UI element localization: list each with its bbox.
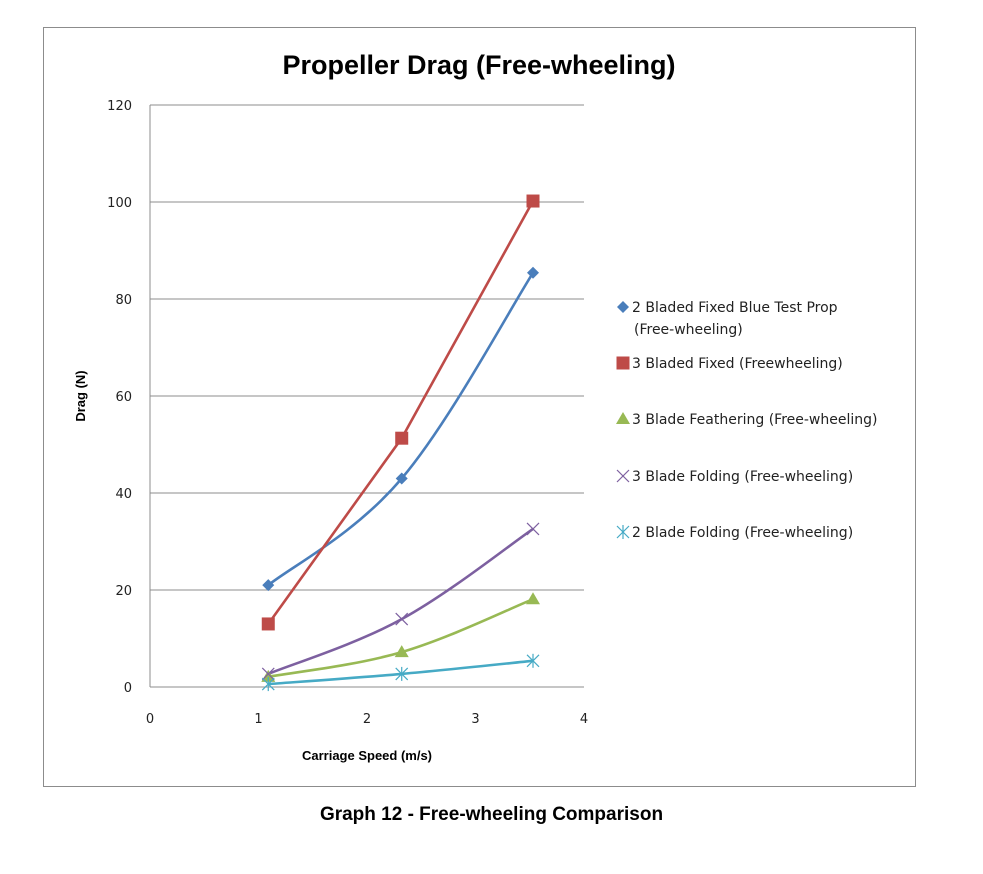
legend-marker-x	[616, 469, 630, 483]
legend-marker-square	[616, 356, 630, 370]
data-point-triangle	[394, 645, 409, 658]
legend-label: 2 Bladed Fixed Blue Test Prop	[632, 300, 838, 316]
data-point-triangle	[261, 669, 276, 682]
legend-label: 3 Blade Folding (Free-wheeling)	[632, 469, 853, 485]
data-point-x	[395, 612, 409, 626]
legend-item: 2 Blade Folding (Free-wheeling)	[616, 525, 853, 541]
series-line-1	[267, 200, 535, 625]
legend-item: 3 Bladed Fixed (Freewheeling)	[616, 356, 843, 372]
chart-frame	[43, 27, 916, 787]
data-point-diamond	[262, 579, 275, 592]
data-point-square	[395, 431, 409, 445]
data-point-diamond	[527, 266, 540, 279]
data-point-x	[261, 667, 275, 681]
data-point-star	[526, 653, 540, 668]
legend-marker-star	[616, 525, 630, 539]
y-tick-label: 80	[115, 293, 132, 308]
chart-title: Propeller Drag (Free-wheeling)	[282, 50, 675, 80]
y-tick-label: 100	[107, 196, 132, 211]
legend-item: 2 Bladed Fixed Blue Test Prop (Free-wheel…	[617, 300, 838, 338]
x-tick-label: 4	[580, 712, 588, 727]
legend-item: 3 Blade Folding (Free-wheeling)	[616, 469, 853, 485]
x-tick-label: 2	[363, 712, 371, 727]
y-tick-labels: 0 20 40 60 80 100 120	[107, 99, 132, 696]
data-point-x	[526, 522, 540, 536]
axes	[149, 105, 584, 688]
data-point-star	[261, 677, 275, 692]
legend-label: (Free-wheeling)	[634, 322, 743, 338]
x-tick-label: 1	[254, 712, 262, 727]
legend-marker-diamond	[617, 301, 629, 313]
y-tick-label: 40	[115, 487, 132, 502]
series-line-0	[267, 272, 535, 587]
figure-caption: Graph 12 - Free-wheeling Comparison	[319, 804, 664, 825]
y-tick-label: 0	[124, 681, 132, 696]
data-point-square	[526, 194, 540, 208]
data-point-diamond	[395, 472, 408, 485]
data-point-star	[395, 666, 409, 681]
x-tick-label: 3	[471, 712, 479, 727]
legend-label: 3 Blade Feathering (Free-wheeling)	[632, 412, 877, 428]
y-axis-label: Drag (N)	[73, 370, 88, 421]
x-tick-label: 0	[146, 712, 154, 727]
data-point-triangle	[526, 592, 541, 605]
x-tick-labels: 0 1 2 3 4	[146, 712, 588, 727]
y-tick-label: 120	[107, 99, 132, 114]
legend-marker-triangle	[616, 412, 630, 424]
legend-item: 3 Blade Feathering (Free-wheeling)	[616, 412, 877, 428]
legend-label: 2 Blade Folding (Free-wheeling)	[632, 525, 853, 541]
y-tick-label: 20	[115, 584, 132, 599]
gridlines	[150, 104, 584, 591]
legend: 2 Bladed Fixed Blue Test Prop (Free-wheel…	[616, 300, 877, 541]
data-point-square	[261, 617, 275, 631]
legend-label: 3 Bladed Fixed (Freewheeling)	[632, 356, 843, 372]
x-axis-label: Carriage Speed (m/s)	[302, 748, 432, 763]
series-markers	[261, 194, 541, 692]
y-tick-label: 60	[115, 390, 132, 405]
